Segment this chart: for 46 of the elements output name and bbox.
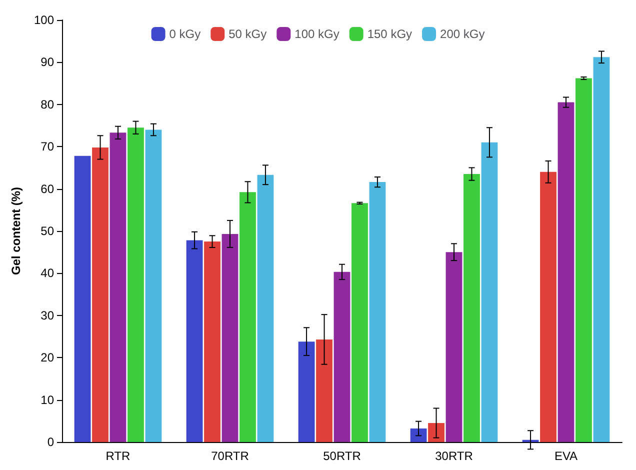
- bar: [369, 182, 386, 442]
- legend-label: 50 kGy: [228, 27, 267, 41]
- y-tick-label: 20: [40, 350, 54, 365]
- bar: [352, 203, 368, 442]
- bar: [316, 339, 332, 442]
- bar: [298, 342, 315, 442]
- y-tick-label: 30: [40, 308, 54, 322]
- x-tick-label: 30RTR: [435, 449, 474, 463]
- bar: [446, 252, 462, 442]
- bar: [222, 234, 238, 442]
- bar: [128, 128, 144, 442]
- bar: [145, 130, 162, 442]
- legend-label: 0 kGy: [169, 27, 201, 41]
- legend-label: 200 kGy: [440, 27, 485, 41]
- bar: [257, 174, 274, 442]
- bar: [110, 132, 126, 442]
- bar: [186, 240, 203, 442]
- x-tick-label: 70RTR: [211, 449, 250, 463]
- bar: [240, 192, 256, 442]
- legend-label: 150 kGy: [367, 27, 412, 41]
- y-tick-label: 90: [40, 55, 54, 70]
- bar: [540, 172, 556, 442]
- y-tick-label: 100: [34, 13, 54, 27]
- y-tick-label: 40: [40, 266, 54, 280]
- bar: [334, 272, 350, 442]
- bar: [481, 142, 498, 442]
- y-tick-label: 70: [40, 140, 54, 154]
- legend-label: 100 kGy: [294, 27, 340, 41]
- bar: [410, 428, 427, 442]
- y-tick-label: 0: [47, 435, 54, 449]
- bar: [92, 147, 108, 442]
- bar: [204, 242, 220, 442]
- bar: [464, 174, 480, 442]
- bar: [558, 102, 574, 442]
- x-tick-label: EVA: [554, 449, 578, 463]
- x-tick-label: 50RTR: [323, 449, 362, 463]
- bar: [428, 423, 444, 442]
- x-tick-label: RTR: [106, 449, 131, 463]
- y-tick-label: 60: [40, 182, 54, 196]
- bar: [576, 78, 592, 442]
- y-tick-label: 10: [40, 392, 54, 407]
- bar: [74, 156, 91, 442]
- y-axis-title: Gel content (%): [9, 186, 23, 276]
- y-tick-label: 80: [40, 97, 54, 112]
- y-tick-label: 50: [40, 224, 54, 238]
- bar: [593, 57, 610, 442]
